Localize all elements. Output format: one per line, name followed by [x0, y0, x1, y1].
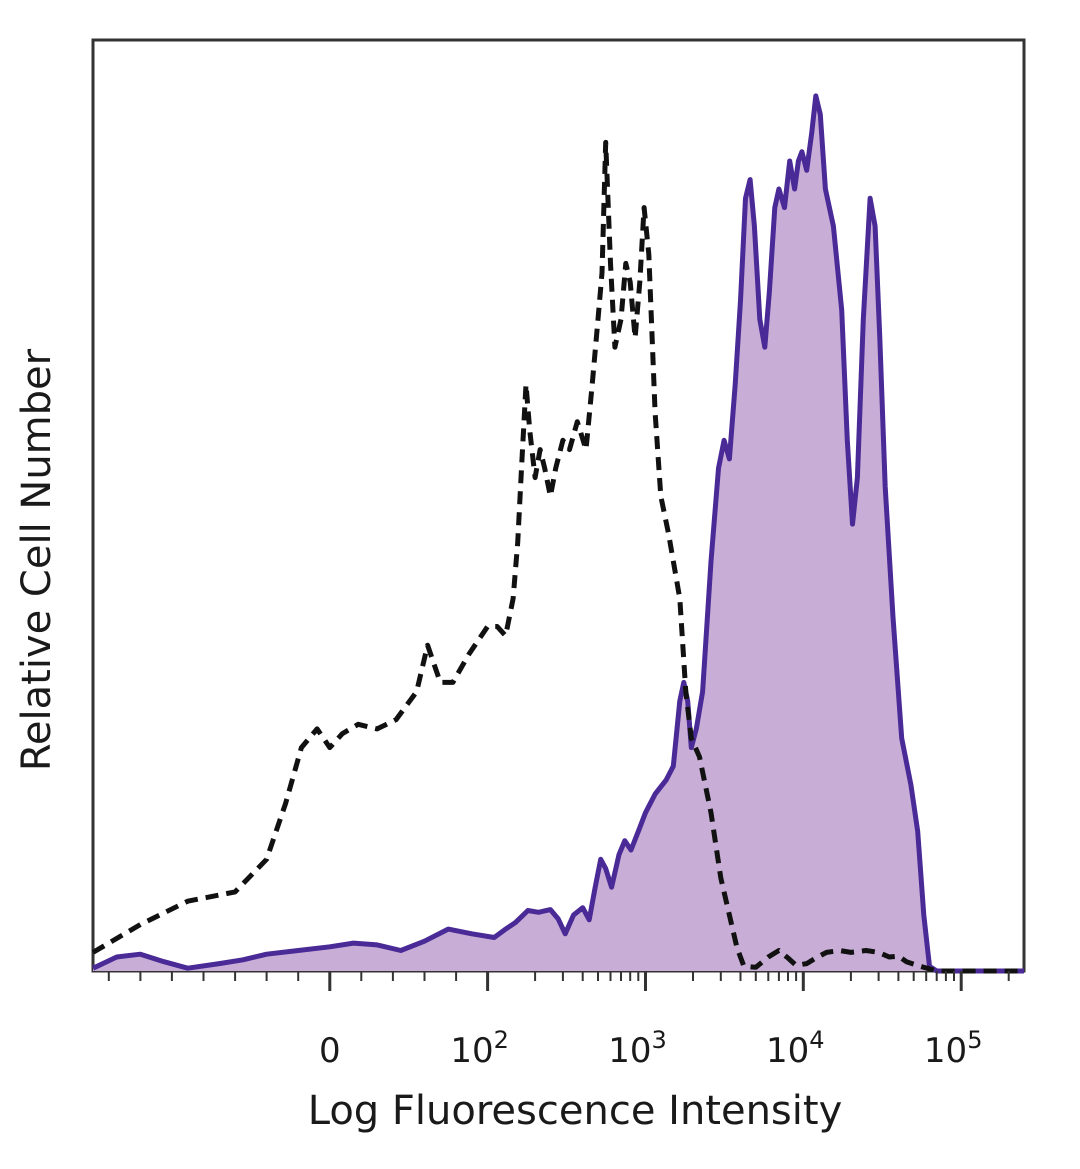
series-layer — [91, 93, 1024, 974]
series-1-line — [91, 93, 1024, 974]
x-tick-label-exponent: 2 — [494, 1026, 509, 1054]
series-1-area — [93, 95, 1024, 971]
x-tick-label: 103 — [608, 1026, 667, 1071]
x-tick-label: 105 — [924, 1026, 983, 1071]
y-axis-label: Relative Cell Number — [14, 348, 60, 771]
x-axis-ticks — [107, 971, 1010, 991]
x-tick-label: 102 — [450, 1026, 509, 1071]
x-tick-label: 104 — [766, 1026, 825, 1071]
x-tick-label: 0 — [319, 1031, 341, 1071]
x-tick-label-exponent: 3 — [651, 1026, 666, 1054]
series-0-line — [91, 139, 1024, 974]
x-tick-label-exponent: 4 — [809, 1026, 824, 1054]
x-axis-label: Log Fluorescence Intensity — [308, 1088, 843, 1134]
x-tick-label-exponent: 5 — [967, 1026, 982, 1054]
x-axis-tick-labels: 0 102 103 104 105 — [319, 1026, 982, 1071]
